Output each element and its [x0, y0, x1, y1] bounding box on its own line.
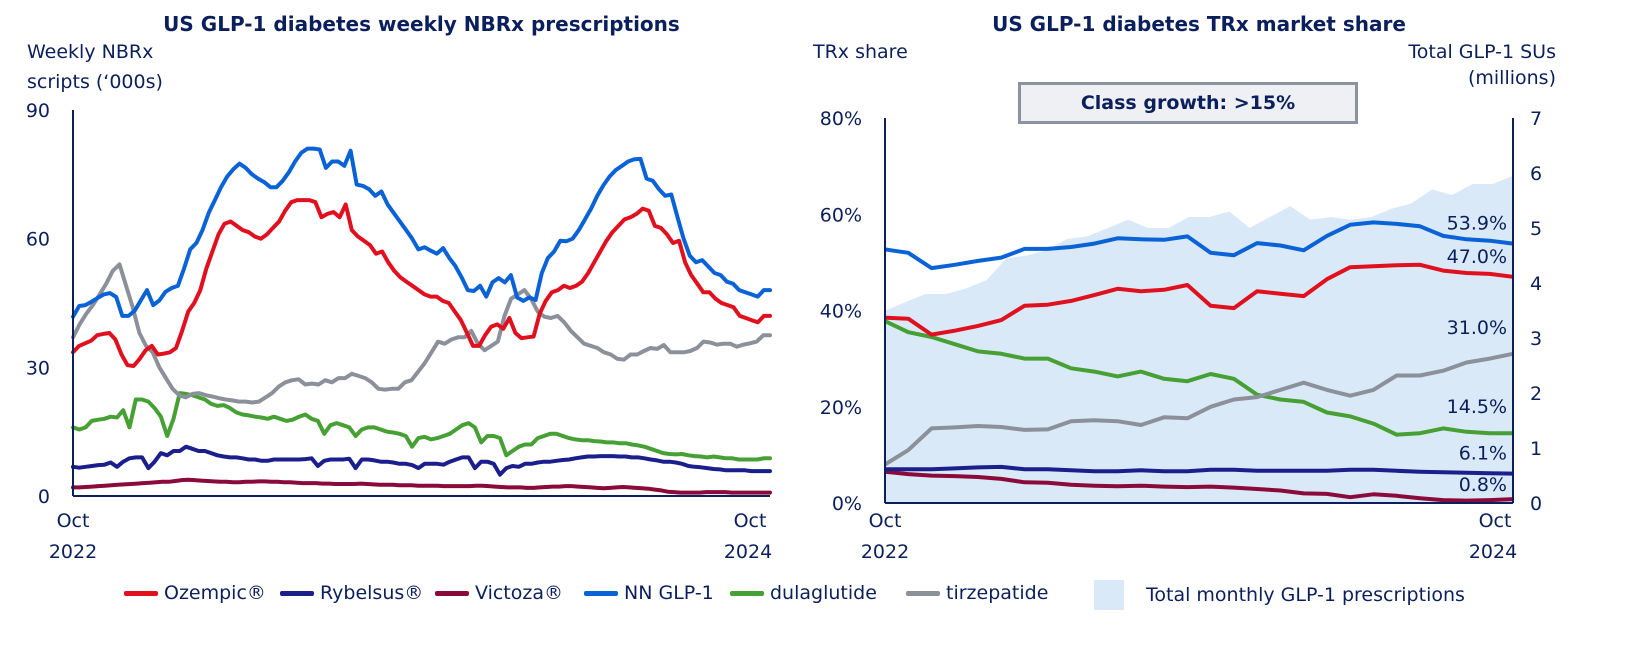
- right-right-y-tick-label: 2: [1530, 383, 1542, 405]
- end-label-dulaglutide: 14.5%: [1447, 396, 1507, 418]
- right-right-y-tick-label: 6: [1530, 163, 1542, 185]
- legend-label-nn-glp1: NN GLP-1: [624, 582, 714, 604]
- right-right-y-tick-label: 1: [1530, 438, 1542, 460]
- right-chart-title: US GLP-1 diabetes TRx market share: [992, 12, 1406, 36]
- left-series-line-ozempic: [71, 198, 772, 368]
- left-x-tick-month: Oct: [57, 510, 90, 532]
- right-series-line-nn_glp1: [884, 220, 1514, 271]
- right-series-line-dulaglutide: [884, 319, 1513, 437]
- right-right-y-tick-label: 0: [1530, 493, 1542, 515]
- legend-item-rybelsus: Rybelsus®: [280, 582, 423, 604]
- legend: Ozempic® Rybelsus® Victoza® NN GLP-1 dul…: [0, 580, 1652, 612]
- right-right-y-tick-label: 3: [1530, 328, 1542, 350]
- right-right-y-tick-label: 5: [1530, 218, 1542, 240]
- left-y-tick-label: 0: [38, 486, 50, 508]
- left-x-tick-year: 2024: [724, 541, 772, 563]
- legend-label-total-prescriptions: Total monthly GLP-1 prescriptions: [1146, 584, 1465, 606]
- left-y-tick-label: 30: [26, 357, 50, 379]
- right-right-y-tick-label: 4: [1530, 273, 1542, 295]
- legend-swatch-dulaglutide: [730, 590, 764, 596]
- left-series-line-nn_glp1: [71, 146, 772, 319]
- legend-item-ozempic: Ozempic®: [124, 582, 266, 604]
- legend-label-victoza: Victoza®: [475, 582, 563, 604]
- right-right-y-axis-label-line1: Total GLP-1 SUs: [1408, 41, 1556, 63]
- legend-item-tirzepatide: tirzepatide: [906, 582, 1048, 604]
- left-y-tick-label: 60: [26, 229, 50, 251]
- left-x-tick-year: 2022: [49, 541, 97, 563]
- legend-swatch-rybelsus: [280, 590, 314, 596]
- right-x-tick-year: 2024: [1469, 541, 1517, 563]
- right-series-line-ozempic: [884, 262, 1514, 337]
- left-y-axis-label-line1: Weekly NBRx: [27, 41, 154, 63]
- left-series-line-tirzepatide: [71, 262, 772, 405]
- right-x-tick-month: Oct: [1479, 510, 1512, 532]
- legend-label-rybelsus: Rybelsus®: [320, 582, 424, 604]
- legend-label-dulaglutide: dulaglutide: [770, 582, 877, 604]
- legend-item-total-prescriptions: Total monthly GLP-1 prescriptions: [1094, 580, 1465, 610]
- right-left-y-tick-label: 40%: [820, 301, 862, 323]
- right-right-y-tick-label: 7: [1530, 108, 1542, 130]
- right-x-tick-year: 2022: [861, 541, 909, 563]
- right-series-line-tirzepatide: [883, 351, 1514, 467]
- right-left-y-tick-label: 60%: [820, 204, 862, 226]
- right-series-line-rybelsus: [885, 464, 1514, 476]
- legend-swatch-tirzepatide: [906, 590, 940, 596]
- right-left-y-tick-label: 80%: [820, 108, 862, 130]
- legend-swatch-nn-glp1: [584, 590, 618, 596]
- legend-label-tirzepatide: tirzepatide: [946, 582, 1049, 604]
- total-prescriptions-area: [885, 175, 1513, 504]
- right-chart: 0% 20% 40% 60% 80% 0 1 2 3 4 5 6 7 Oct 2022 Oct 2024 53…: [820, 108, 1542, 563]
- right-left-y-tick-label: 0%: [832, 493, 862, 515]
- right-left-y-tick-label: 20%: [820, 397, 862, 419]
- left-chart-title: US GLP-1 diabetes weekly NBRx prescripti…: [163, 12, 680, 36]
- right-series-line-victoza: [884, 469, 1514, 503]
- right-x-tick-month: Oct: [869, 510, 902, 532]
- legend-item-victoza: Victoza®: [435, 582, 563, 604]
- end-label-victoza: 0.8%: [1459, 474, 1507, 496]
- left-chart: 0 30 60 90 Oct 2022 Oct 2024: [26, 100, 772, 563]
- end-label-ozempic: 47.0%: [1447, 246, 1507, 268]
- end-label-tirzepatide: 31.0%: [1447, 317, 1507, 339]
- legend-swatch-victoza: [435, 590, 469, 596]
- left-series-line-victoza: [71, 477, 772, 495]
- right-right-y-axis-label-line2: (millions): [1467, 67, 1556, 89]
- left-y-axis-label-line2: scripts (‘000s): [27, 71, 163, 93]
- right-left-y-axis-label: TRx share: [813, 41, 908, 63]
- left-y-tick-label: 90: [26, 100, 50, 122]
- legend-item-dulaglutide: dulaglutide: [730, 582, 877, 604]
- left-series-line-rybelsus: [71, 444, 772, 477]
- legend-swatch-ozempic: [124, 590, 158, 596]
- legend-swatch-total-prescriptions: [1094, 580, 1124, 610]
- left-x-tick-month: Oct: [734, 510, 767, 532]
- legend-item-nn-glp1: NN GLP-1: [584, 582, 714, 604]
- class-growth-annotation: Class growth: >15%: [1018, 82, 1358, 124]
- end-label-rybelsus: 6.1%: [1459, 443, 1507, 465]
- end-label-nn_glp1: 53.9%: [1447, 213, 1507, 235]
- legend-label-ozempic: Ozempic®: [164, 582, 266, 604]
